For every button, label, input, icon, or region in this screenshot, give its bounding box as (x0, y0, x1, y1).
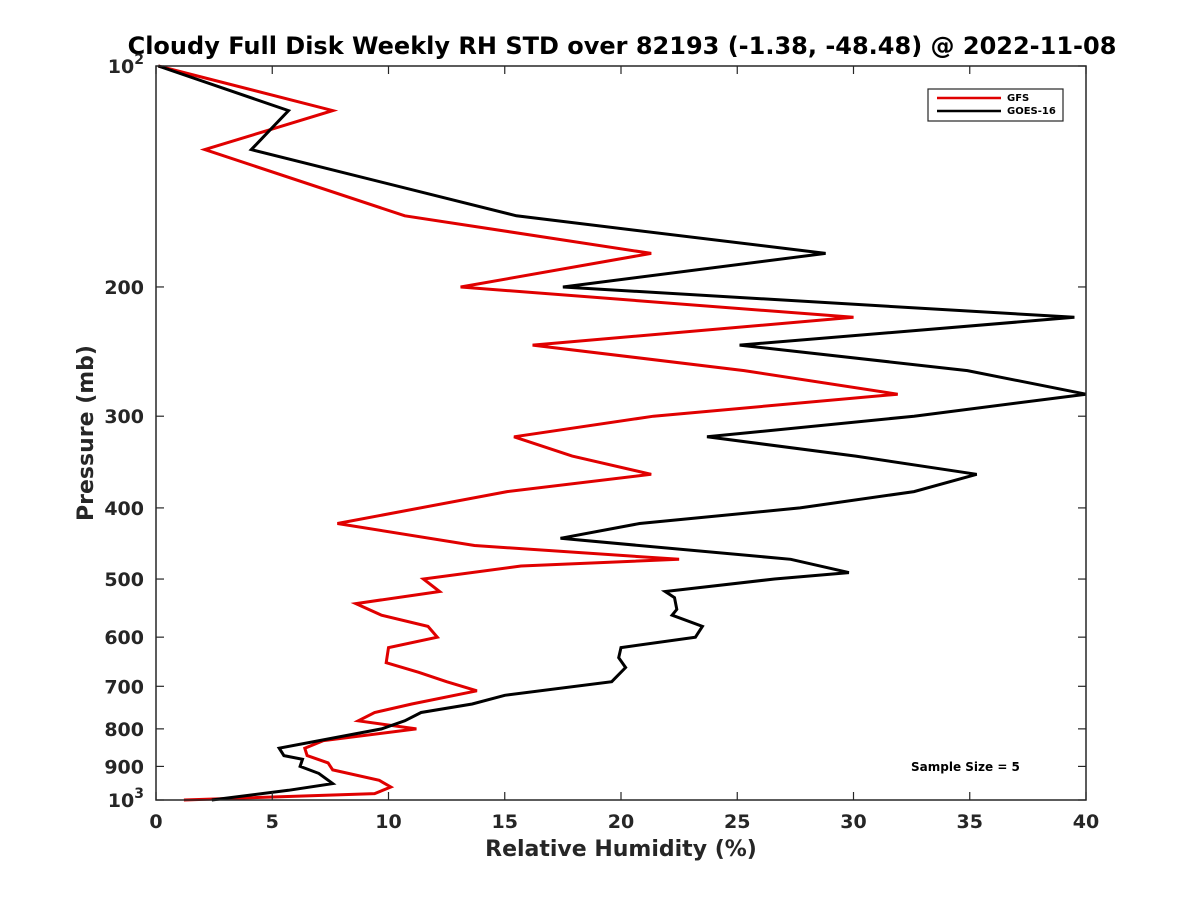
x-axis-label: Relative Humidity (%) (485, 837, 757, 862)
chart-title: Cloudy Full Disk Weekly RH STD over 8219… (128, 32, 1117, 60)
x-tick-label: 5 (266, 811, 279, 833)
x-tick-label: 15 (492, 811, 518, 833)
y-axis: 102 200 300 400 500 600 700 800 900 103 (104, 52, 1086, 812)
legend-box (927, 88, 1064, 122)
x-tick-label: 35 (957, 811, 983, 833)
series-line-goes16 (157, 64, 1087, 802)
y-tick-label: 700 (104, 676, 144, 698)
x-tick-label: 10 (375, 811, 401, 833)
y-tick-label: 500 (104, 569, 144, 591)
series-layer (157, 64, 1087, 802)
y-tick-label: 102 (108, 52, 144, 78)
sample-size-annotation: Sample Size = 5 (911, 760, 1020, 774)
y-tick-label: 103 (108, 786, 144, 812)
x-tick-label: 40 (1073, 811, 1099, 833)
y-tick-label: 600 (104, 627, 144, 649)
legend: GFS GOES-16 (927, 88, 1064, 122)
y-tick-label: 400 (104, 498, 144, 520)
x-tick-label: 20 (608, 811, 634, 833)
y-tick-label: 200 (104, 277, 144, 299)
y-tick-label: 900 (104, 756, 144, 778)
plot-frame (155, 65, 1087, 801)
y-tick-label: 300 (104, 406, 144, 428)
legend-label-goes16: GOES-16 (1007, 106, 1056, 117)
x-tick-label: 25 (724, 811, 750, 833)
x-tick-label: 0 (149, 811, 162, 833)
legend-label-gfs: GFS (1007, 93, 1029, 104)
y-axis-label: Pressure (mb) (74, 345, 99, 521)
y-tick-label: 800 (104, 719, 144, 741)
series-line-gfs (157, 64, 898, 802)
x-tick-label: 30 (840, 811, 866, 833)
x-axis: 0 5 10 15 20 25 30 35 40 (149, 66, 1099, 833)
